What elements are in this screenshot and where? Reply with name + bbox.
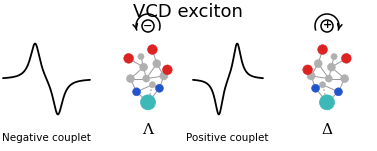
Circle shape — [155, 84, 163, 92]
Text: VCD exciton: VCD exciton — [133, 3, 243, 21]
Circle shape — [334, 88, 342, 96]
Text: Positive couplet: Positive couplet — [186, 133, 268, 143]
Circle shape — [320, 82, 326, 88]
Text: Negative couplet: Negative couplet — [2, 133, 90, 143]
Circle shape — [307, 72, 315, 80]
Text: Λ: Λ — [143, 123, 153, 137]
Text: +: + — [322, 21, 332, 31]
Circle shape — [143, 75, 150, 82]
Circle shape — [325, 75, 332, 82]
Circle shape — [341, 75, 349, 83]
Circle shape — [147, 45, 157, 54]
Circle shape — [312, 84, 320, 92]
Circle shape — [153, 60, 161, 68]
Circle shape — [320, 95, 334, 110]
Circle shape — [139, 63, 147, 71]
Circle shape — [133, 88, 141, 96]
Circle shape — [318, 45, 328, 54]
Circle shape — [126, 75, 134, 83]
Circle shape — [303, 65, 313, 75]
Circle shape — [141, 95, 155, 110]
Text: Δ: Δ — [322, 123, 333, 137]
Circle shape — [331, 53, 337, 60]
Text: −: − — [143, 21, 153, 31]
Circle shape — [160, 72, 168, 80]
Circle shape — [124, 53, 133, 63]
Circle shape — [162, 65, 172, 75]
Circle shape — [328, 63, 336, 71]
Circle shape — [138, 53, 144, 60]
Circle shape — [149, 82, 155, 88]
Circle shape — [342, 53, 351, 63]
Circle shape — [314, 60, 322, 68]
